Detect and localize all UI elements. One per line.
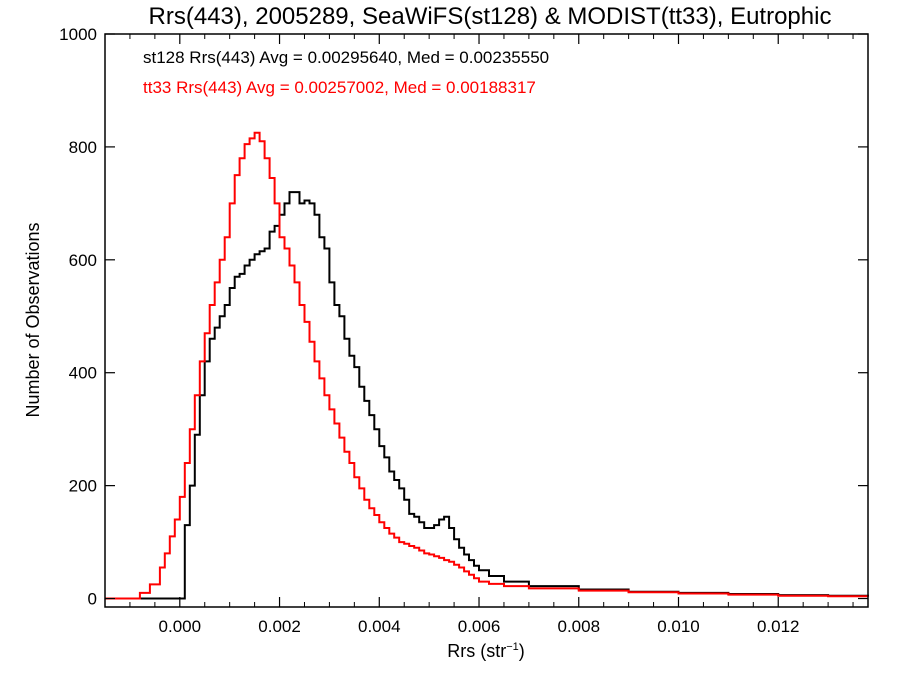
y-tick-label: 800	[69, 138, 97, 157]
x-tick-label: 0.004	[358, 617, 401, 636]
y-tick-label: 0	[88, 590, 97, 609]
y-tick-label: 1000	[59, 25, 97, 44]
x-tick-label: 0.008	[557, 617, 600, 636]
series-layer	[105, 131, 869, 600]
y-tick-label: 200	[69, 477, 97, 496]
x-tick-label: 0.010	[657, 617, 700, 636]
annotation-tt33: tt33 Rrs(443) Avg = 0.00257002, Med = 0.…	[143, 78, 536, 97]
series-line-0	[105, 191, 869, 600]
x-axis-label-close: )	[519, 641, 525, 661]
x-tick-label: 0.002	[258, 617, 301, 636]
chart-title: Rrs(443), 2005289, SeaWiFS(st128) & MODI…	[149, 3, 832, 30]
plot-frame	[104, 33, 869, 608]
y-tick-label: 600	[69, 251, 97, 270]
x-tick-label: 0.000	[159, 617, 202, 636]
x-axis-label-sup: −1	[506, 641, 519, 653]
y-tick-label: 400	[69, 364, 97, 383]
x-axis-label: Rrs (str−1)	[447, 641, 525, 661]
y-axis-label: Number of Observations	[23, 222, 43, 417]
x-tick-label: 0.006	[458, 617, 501, 636]
x-tick-label: 0.012	[757, 617, 800, 636]
ticks-layer: 0.000 0.002 0.004 0.006 0.008 0.010 0.012 0 200 4…	[59, 25, 868, 636]
annotation-st128: st128 Rrs(443) Avg = 0.00295640, Med = 0…	[143, 48, 549, 67]
x-axis-label-base: Rrs (str	[447, 641, 506, 661]
series-line-1	[105, 131, 869, 600]
